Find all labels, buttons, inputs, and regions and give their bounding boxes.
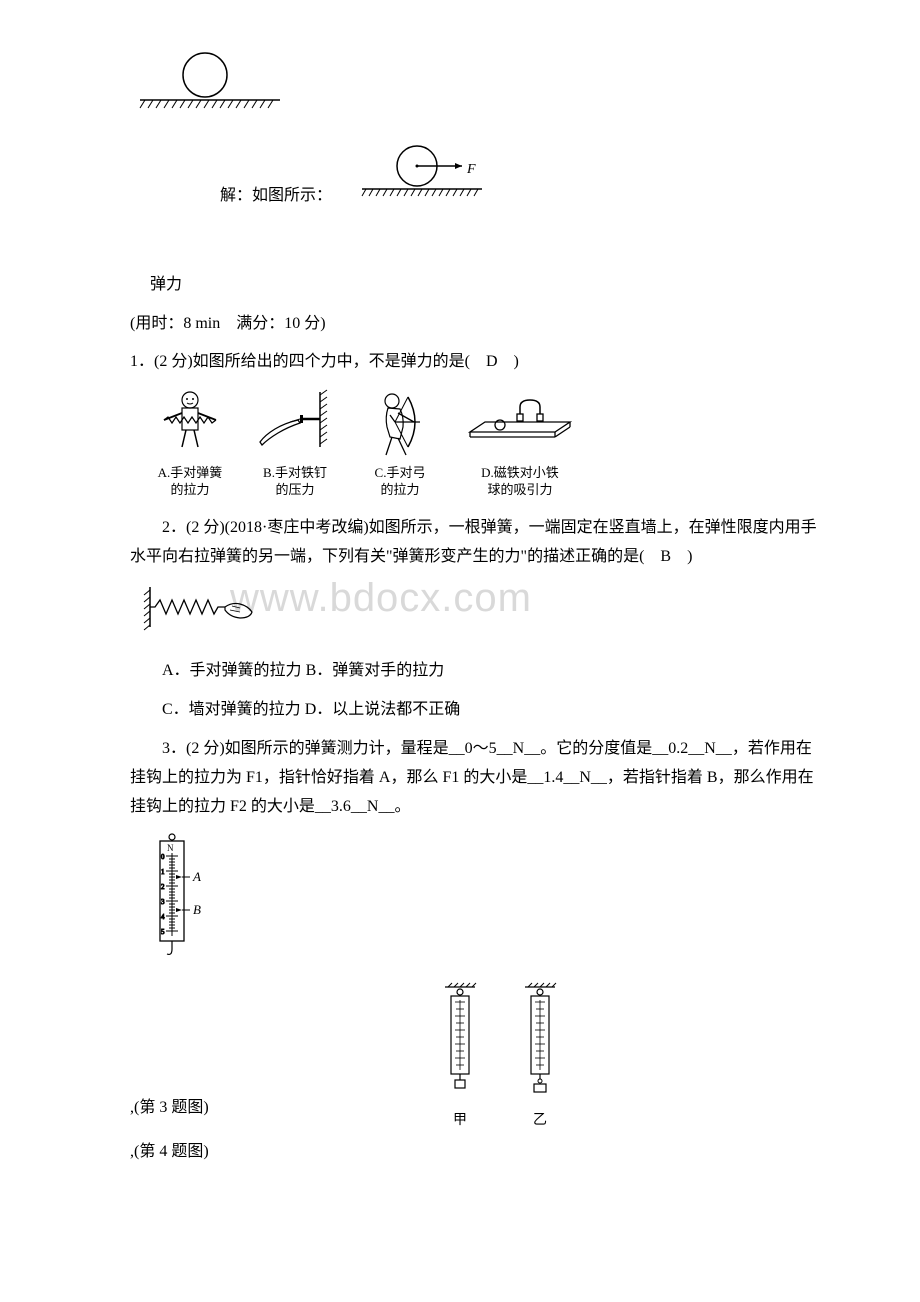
q2-choice-d: D．以上说法都不正确 bbox=[305, 701, 461, 718]
q1-optB-line1: B.手对铁钉 bbox=[263, 465, 327, 482]
q1-optB-line2: 的压力 bbox=[275, 482, 314, 499]
q1-options-row: A.手对弹簧 的拉力 B.手对铁钉 的压力 bbox=[150, 387, 820, 499]
svg-text:0: 0 bbox=[161, 853, 165, 861]
q2-stem: 2．(2 分)(2018·枣庄中考改编)如图所示，一根弹簧，一端固定在竖直墙上，… bbox=[130, 514, 820, 572]
force-label: F bbox=[466, 162, 476, 177]
q3-blank1: __0～5__N__ bbox=[449, 740, 541, 757]
ball-ground-svg bbox=[130, 50, 290, 120]
solution-prefix-text: 解：如图所示： bbox=[220, 182, 332, 211]
q1-optB-svg bbox=[250, 387, 340, 462]
q3-stem: 3．(2 分)如图所示的弹簧测力计，量程是__0～5__N__。它的分度值是__… bbox=[130, 735, 820, 821]
caption-fig4: ,(第 4 题图) bbox=[130, 1138, 820, 1167]
q1-option-b: B.手对铁钉 的压力 bbox=[250, 387, 340, 499]
q3-figure: N 0 1 2 3 4 5 bbox=[150, 831, 820, 972]
svg-text:4: 4 bbox=[161, 913, 165, 921]
q1-optD-line1: D.磁铁对小铁 bbox=[481, 465, 559, 482]
q2-choice-a: A．手对弹簧的拉力 bbox=[162, 662, 302, 679]
section-info: (用时：8 min 满分：10 分) bbox=[130, 310, 820, 339]
q2-figure-container: www.bdocx.com bbox=[130, 582, 820, 648]
q1-optD-svg bbox=[460, 387, 580, 462]
q3-blank2: __0.2__N__ bbox=[652, 740, 732, 757]
svg-text:5: 5 bbox=[161, 928, 165, 936]
q1-optA-line1: A.手对弹簧 bbox=[158, 465, 223, 482]
q3-stem-1: 3．(2 分)如图所示的弹簧测力计，量程是 bbox=[162, 740, 449, 757]
q3-blank4: __3.6__N__ bbox=[315, 798, 395, 815]
q1-option-a: A.手对弹簧 的拉力 bbox=[150, 387, 230, 499]
q1-optA-svg bbox=[150, 387, 230, 462]
q3-blank3: __1.4__N__ bbox=[527, 769, 607, 786]
q4-label-yi: 乙 bbox=[520, 1108, 560, 1133]
watermark-text: www.bdocx.com bbox=[230, 562, 532, 634]
q2-spring-svg bbox=[140, 582, 270, 637]
q2-choices-ab: A．手对弹簧的拉力 B．弹簧对手的拉力 bbox=[130, 657, 820, 686]
q2-choices-cd: C．墙对弹簧的拉力 D．以上说法都不正确 bbox=[130, 696, 820, 725]
q1-option-d: D.磁铁对小铁 球的吸引力 bbox=[460, 387, 580, 499]
q1-optC-line1: C.手对弓 bbox=[375, 465, 426, 482]
caption-fig3: ,(第 3 题图) bbox=[130, 1094, 209, 1123]
q4-figure: 甲 bbox=[440, 982, 560, 1133]
q4-label-jia: 甲 bbox=[440, 1108, 480, 1133]
q1-option-c: C.手对弓 的拉力 bbox=[360, 387, 440, 499]
q1-optD-line2: 球的吸引力 bbox=[487, 482, 552, 499]
q3-spring-scale-svg: N 0 1 2 3 4 5 bbox=[150, 831, 220, 961]
q1-optA-line2: 的拉力 bbox=[170, 482, 209, 499]
svg-text:N: N bbox=[167, 843, 174, 853]
q1-stem: 1．(2 分)如图所给出的四个力中，不是弹力的是( D ) bbox=[130, 348, 820, 377]
q4-row: ,(第 3 题图) bbox=[130, 982, 820, 1133]
ball-ground-with-force-svg: F bbox=[352, 141, 512, 211]
svg-text:1: 1 bbox=[161, 868, 165, 876]
pointer-b-label: B bbox=[193, 902, 201, 917]
q3-stem-2: 。它的分度值是 bbox=[540, 740, 652, 757]
svg-text:2: 2 bbox=[161, 883, 165, 891]
solution-line: 解：如图所示： F bbox=[220, 141, 820, 211]
q1-optC-line2: 的拉力 bbox=[380, 482, 419, 499]
svg-text:3: 3 bbox=[161, 898, 165, 906]
section-title: 弹力 bbox=[150, 271, 820, 300]
ball-on-ground-figure bbox=[130, 50, 820, 131]
q1-optC-svg bbox=[360, 387, 440, 462]
q2-choice-c: C．墙对弹簧的拉力 bbox=[162, 701, 301, 718]
q3-stem-5: 。 bbox=[394, 798, 410, 815]
q4-scale-jia-svg bbox=[440, 982, 480, 1097]
pointer-a-label: A bbox=[192, 869, 201, 884]
q2-choice-b: B．弹簧对手的拉力 bbox=[306, 662, 445, 679]
q4-scale-yi-svg bbox=[520, 982, 560, 1097]
